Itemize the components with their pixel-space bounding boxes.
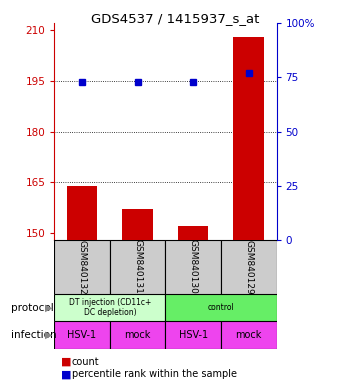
Text: count: count — [72, 357, 99, 367]
Bar — [54, 294, 165, 321]
Bar — [165, 294, 276, 321]
Text: GSM840130: GSM840130 — [189, 240, 198, 294]
Text: HSV-1: HSV-1 — [68, 330, 97, 340]
Text: protocol: protocol — [10, 303, 53, 313]
Text: percentile rank within the sample: percentile rank within the sample — [72, 369, 237, 379]
Text: GSM840132: GSM840132 — [78, 240, 86, 294]
Bar — [110, 321, 165, 349]
Bar — [165, 240, 221, 294]
Bar — [67, 186, 97, 240]
Text: control: control — [208, 303, 234, 312]
Text: ▶: ▶ — [44, 330, 52, 340]
Bar — [178, 227, 209, 240]
Text: GDS4537 / 1415937_s_at: GDS4537 / 1415937_s_at — [91, 12, 259, 25]
Text: GSM840129: GSM840129 — [244, 240, 253, 294]
Bar — [221, 240, 276, 294]
Bar — [122, 210, 153, 240]
Text: mock: mock — [236, 330, 262, 340]
Text: infection: infection — [10, 330, 56, 340]
Text: DT injection (CD11c+
DC depletion): DT injection (CD11c+ DC depletion) — [69, 298, 151, 317]
Bar — [233, 36, 264, 240]
Bar — [54, 240, 110, 294]
Bar — [165, 321, 221, 349]
Text: HSV-1: HSV-1 — [178, 330, 208, 340]
Bar — [54, 321, 110, 349]
Bar — [110, 240, 165, 294]
Text: ■: ■ — [61, 369, 72, 379]
Bar — [221, 321, 276, 349]
Text: ▶: ▶ — [44, 303, 52, 313]
Text: mock: mock — [124, 330, 151, 340]
Text: ■: ■ — [61, 357, 72, 367]
Text: GSM840131: GSM840131 — [133, 240, 142, 294]
